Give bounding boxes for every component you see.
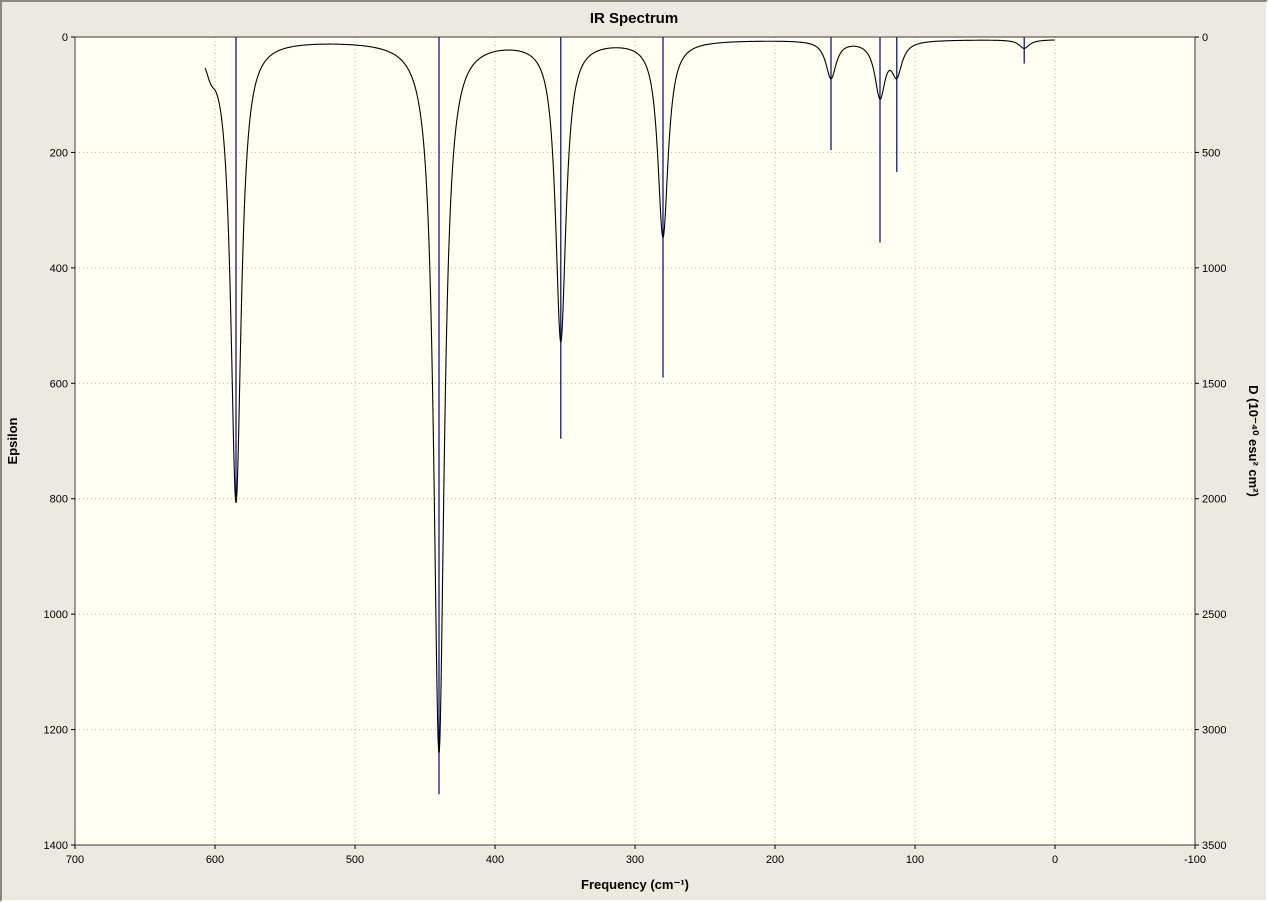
right-tick-label: 1500	[1202, 378, 1226, 390]
right-tick-label: 3500	[1202, 840, 1226, 852]
x-tick-label: 700	[66, 854, 84, 866]
epsilon-curve	[204, 39, 1055, 753]
x-tick-label: 200	[766, 854, 784, 866]
right-y-axis-label: D (10⁻⁴⁰ esu² cm²)	[1246, 385, 1261, 497]
right-tick-label: 3000	[1202, 725, 1226, 737]
left-tick-label: 1000	[44, 609, 68, 621]
x-axis-label: Frequency (cm⁻¹)	[581, 877, 689, 892]
left-tick-label: 800	[50, 494, 68, 506]
left-tick-label: 1200	[44, 725, 68, 737]
chart-title: IR Spectrum	[590, 10, 678, 27]
x-tick-label: -100	[1184, 854, 1206, 866]
x-axis: 700 600 500 400 300 200 100 0 -100	[66, 845, 1206, 866]
right-tick-label: 2500	[1202, 609, 1226, 621]
x-tick-label: 400	[486, 854, 504, 866]
right-tick-label: 500	[1202, 147, 1220, 159]
left-tick-label: 0	[62, 32, 68, 44]
left-tick-label: 200	[50, 147, 68, 159]
stick-spectrum	[235, 37, 1025, 795]
x-tick-label: 100	[906, 854, 924, 866]
x-tick-label: 600	[206, 854, 224, 866]
right-y-axis: 0 500 1000 1500 2000 2500 3000 3500	[1195, 32, 1226, 852]
x-tick-label: 500	[346, 854, 364, 866]
left-y-axis-label: Epsilon	[5, 417, 20, 464]
gridlines	[75, 37, 1195, 845]
left-y-axis: 0 200 400 600 800 1000 1200 1400	[44, 32, 75, 852]
right-tick-label: 0	[1202, 32, 1208, 44]
left-tick-label: 1400	[44, 840, 68, 852]
right-tick-label: 1000	[1202, 263, 1226, 275]
left-tick-label: 600	[50, 378, 68, 390]
left-tick-label: 400	[50, 263, 68, 275]
x-tick-label: 300	[626, 854, 644, 866]
right-tick-label: 2000	[1202, 494, 1226, 506]
x-tick-label: 0	[1052, 854, 1058, 866]
